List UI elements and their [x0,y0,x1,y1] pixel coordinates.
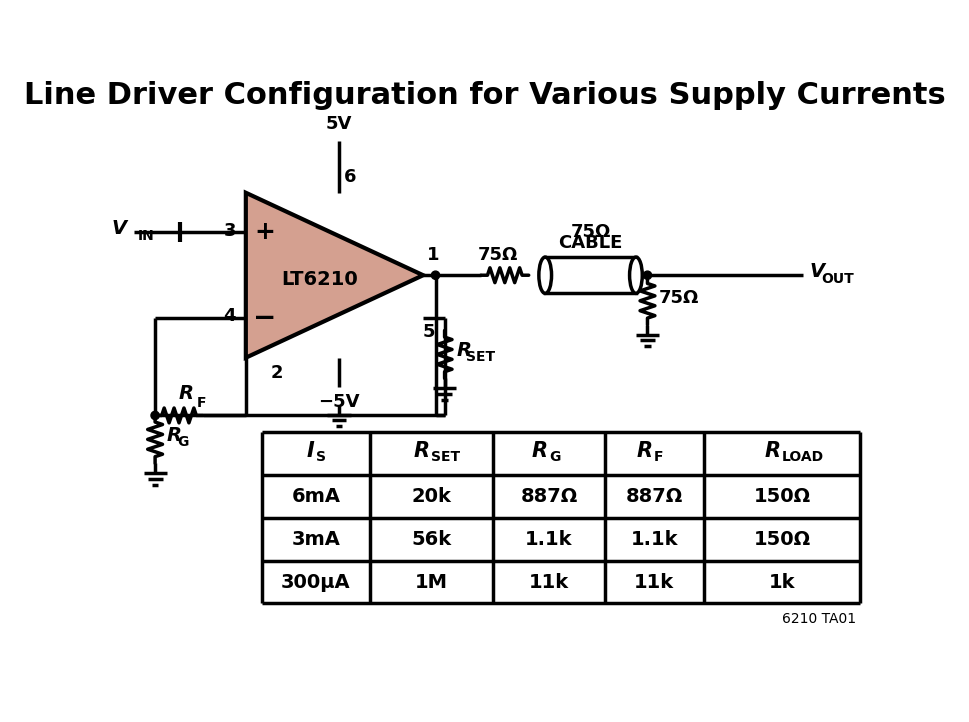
Text: F: F [197,396,206,409]
Text: F: F [653,451,663,464]
Text: 1.1k: 1.1k [524,530,572,549]
Text: SET: SET [431,451,460,464]
Text: R: R [531,441,547,461]
Text: −5V: −5V [318,393,359,411]
Text: IN: IN [138,229,154,243]
Text: 300μA: 300μA [281,573,351,591]
Text: R: R [636,441,652,461]
Text: 56k: 56k [411,530,451,549]
Text: +: + [254,220,275,244]
Text: 6: 6 [344,168,356,186]
Text: LT6210: LT6210 [281,270,359,289]
Text: CABLE: CABLE [558,234,622,252]
Circle shape [642,271,651,279]
Ellipse shape [629,257,641,293]
Text: 5V: 5V [326,115,352,133]
Text: G: G [548,451,560,464]
Text: 11k: 11k [634,573,673,591]
Text: R: R [413,441,429,461]
Ellipse shape [539,257,551,293]
Circle shape [431,271,439,279]
Text: S: S [316,451,326,464]
Text: V: V [808,261,824,281]
Text: 3mA: 3mA [292,530,340,549]
Polygon shape [245,193,422,357]
Text: 1: 1 [426,245,439,264]
Text: R: R [764,441,779,461]
Text: 5: 5 [422,323,434,341]
Text: 75Ω: 75Ω [478,245,517,264]
Text: Line Driver Configuration for Various Supply Currents: Line Driver Configuration for Various Su… [24,82,945,110]
Text: −: − [253,304,276,332]
Text: R: R [455,341,471,360]
Text: 6210 TA01: 6210 TA01 [781,612,856,626]
Text: G: G [177,435,189,449]
Text: 75Ω: 75Ω [658,290,699,308]
Text: V: V [111,219,126,238]
Text: 6mA: 6mA [291,487,340,505]
Text: R: R [178,384,194,403]
Text: 150Ω: 150Ω [753,530,810,549]
Text: 887Ω: 887Ω [519,487,577,505]
Text: 3: 3 [223,222,235,240]
Text: 4: 4 [223,308,235,326]
Text: OUT: OUT [821,272,854,287]
Text: SET: SET [465,350,494,364]
Text: 75Ω: 75Ω [570,222,610,240]
Text: 20k: 20k [411,487,451,505]
Text: R: R [167,426,181,445]
Text: 2: 2 [270,365,283,382]
Text: 1M: 1M [415,573,448,591]
Circle shape [151,412,159,419]
Text: 150Ω: 150Ω [753,487,810,505]
Text: I: I [306,441,314,461]
Text: 1.1k: 1.1k [630,530,677,549]
Text: 11k: 11k [528,573,569,591]
Text: LOAD: LOAD [781,451,824,464]
Text: 887Ω: 887Ω [625,487,682,505]
Bar [545,257,636,293]
Text: 1k: 1k [767,573,795,591]
